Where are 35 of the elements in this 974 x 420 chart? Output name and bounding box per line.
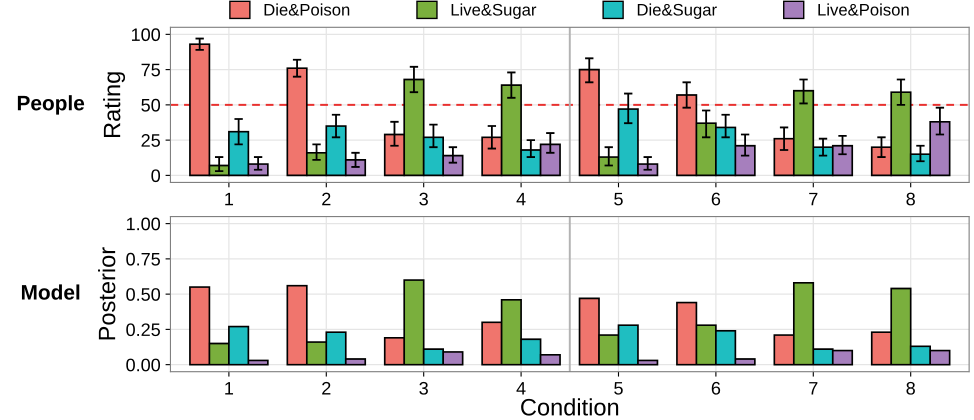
y-tick-label: 0.00 bbox=[126, 358, 160, 372]
x-tick-label: 8 bbox=[906, 382, 915, 395]
x-tick-label: 3 bbox=[419, 192, 428, 206]
y-tick-label: 25 bbox=[142, 134, 160, 147]
x-tick-label: 6 bbox=[712, 382, 720, 395]
y-axis-title: Rating bbox=[103, 72, 126, 138]
x-tick-label: 7 bbox=[809, 382, 818, 395]
x-tick-label: 8 bbox=[906, 192, 915, 206]
legend-label: Die&Sugar bbox=[638, 3, 717, 19]
x-tick-label: 6 bbox=[712, 192, 720, 206]
x-tick-label: 1 bbox=[225, 382, 234, 395]
y-tick-label: 50 bbox=[141, 98, 160, 112]
x-tick-label: 4 bbox=[516, 382, 526, 395]
x-tick-label: 1 bbox=[225, 192, 234, 206]
x-axis-title: Condition bbox=[521, 398, 618, 416]
x-tick-label: 2 bbox=[322, 382, 330, 395]
x-tick-label: 7 bbox=[809, 192, 818, 206]
x-tick-label: 5 bbox=[614, 382, 623, 395]
x-tick-label: 3 bbox=[419, 382, 428, 395]
y-tick-label: 75 bbox=[142, 64, 160, 76]
y-tick-label: 100 bbox=[132, 28, 160, 42]
x-tick-label: 5 bbox=[614, 192, 623, 206]
legend-label: Live&Poison bbox=[818, 3, 909, 16]
y-tick-label: 0.50 bbox=[126, 288, 160, 301]
text: People bbox=[18, 95, 84, 115]
y-axis-title: Posterior bbox=[98, 247, 116, 340]
y-tick-label: 1.00 bbox=[126, 218, 160, 230]
y-tick-label: 0.75 bbox=[126, 252, 160, 266]
legend-label: Die&Poison bbox=[264, 3, 350, 16]
legend-label: Live&Sugar bbox=[452, 3, 536, 19]
x-tick-label: 2 bbox=[322, 192, 330, 206]
x-tick-label: 4 bbox=[516, 192, 526, 206]
text: Model bbox=[22, 284, 80, 300]
y-tick-label: 0.25 bbox=[126, 323, 160, 336]
y-tick-label: 0 bbox=[151, 169, 160, 182]
